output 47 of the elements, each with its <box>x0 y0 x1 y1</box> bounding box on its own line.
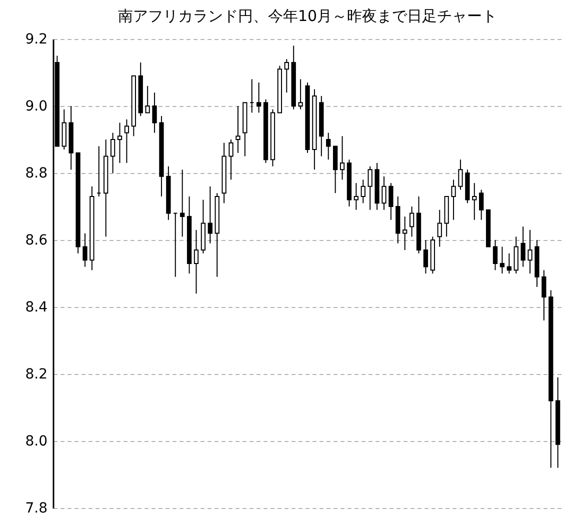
candlestick <box>284 58 289 94</box>
candlestick <box>360 179 366 204</box>
y-tick-label: 8.0 <box>25 434 48 450</box>
candlestick <box>382 176 386 210</box>
candlestick <box>152 92 157 134</box>
candlestick <box>492 240 498 271</box>
candlestick <box>472 182 477 220</box>
candlestick <box>506 252 512 274</box>
candlestick <box>340 136 345 180</box>
candlestick <box>256 82 262 114</box>
candlestick <box>479 189 484 220</box>
candlestick <box>520 226 526 268</box>
candlestick <box>117 122 122 164</box>
candlestick <box>110 132 116 174</box>
candlestick <box>124 118 130 164</box>
y-tick-label: 8.2 <box>25 366 48 382</box>
candlestick <box>402 216 408 251</box>
candlestick <box>82 232 88 268</box>
candlestick <box>528 229 532 274</box>
candlestick <box>437 209 442 248</box>
y-tick-label: 7.8 <box>25 500 48 516</box>
candlestick <box>236 106 240 154</box>
candlestick <box>326 132 331 160</box>
y-tick-label: 8.6 <box>25 232 48 248</box>
candlestick <box>409 206 414 238</box>
candlestick <box>500 246 505 274</box>
candlestick <box>298 78 303 110</box>
y-tick-label: 9.2 <box>25 32 48 48</box>
candlestick <box>423 240 428 274</box>
candlestick <box>228 139 234 180</box>
y-tick-label: 8.8 <box>25 166 48 182</box>
candlestick <box>458 159 463 190</box>
candlestick <box>368 166 372 210</box>
y-tick-label: 9.0 <box>25 98 48 114</box>
candlestick <box>145 85 150 114</box>
candlestick <box>180 169 185 238</box>
candlestick <box>514 236 518 274</box>
candlestick <box>194 229 199 294</box>
candlestick <box>62 108 66 150</box>
candlestick <box>208 186 212 244</box>
candlestick <box>542 270 546 321</box>
y-tick-label: 8.4 <box>25 300 48 316</box>
candlestick <box>451 179 456 220</box>
candlestick <box>354 182 358 210</box>
chart-title: 南アフリカランド円、今年10月～昨夜まで日足チャート <box>118 7 498 25</box>
candlestick <box>388 182 394 220</box>
candlestick <box>332 146 338 194</box>
